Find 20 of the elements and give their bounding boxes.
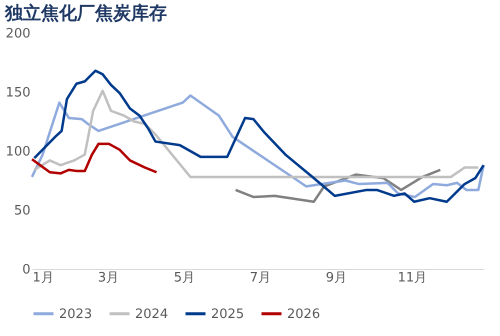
legend-label: 2023 [59, 306, 92, 322]
line-series [30, 142, 158, 175]
line-series [30, 94, 485, 198]
legend-label: 2026 [287, 306, 320, 322]
y-tick-label: 200 [6, 26, 30, 42]
line-series [33, 70, 485, 203]
y-tick-label: 100 [6, 144, 30, 160]
line-series [33, 90, 480, 178]
x-tick-label: 7月 [250, 270, 272, 286]
legend-label: 2024 [135, 306, 168, 322]
x-tick-label: 5月 [174, 270, 196, 286]
y-tick-label: 50 [14, 204, 30, 218]
x-tick-label: 1月 [32, 270, 54, 286]
x-tick-label: 9月 [326, 270, 348, 286]
x-tick-label: 11月 [398, 270, 428, 286]
x-tick-label: 3月 [98, 270, 120, 286]
y-tick-label: 0 [22, 262, 30, 278]
legend-label: 2025 [211, 306, 244, 322]
chart-title: 独立焦化厂焦炭库存 [4, 3, 168, 24]
y-tick-label: 150 [6, 86, 30, 100]
